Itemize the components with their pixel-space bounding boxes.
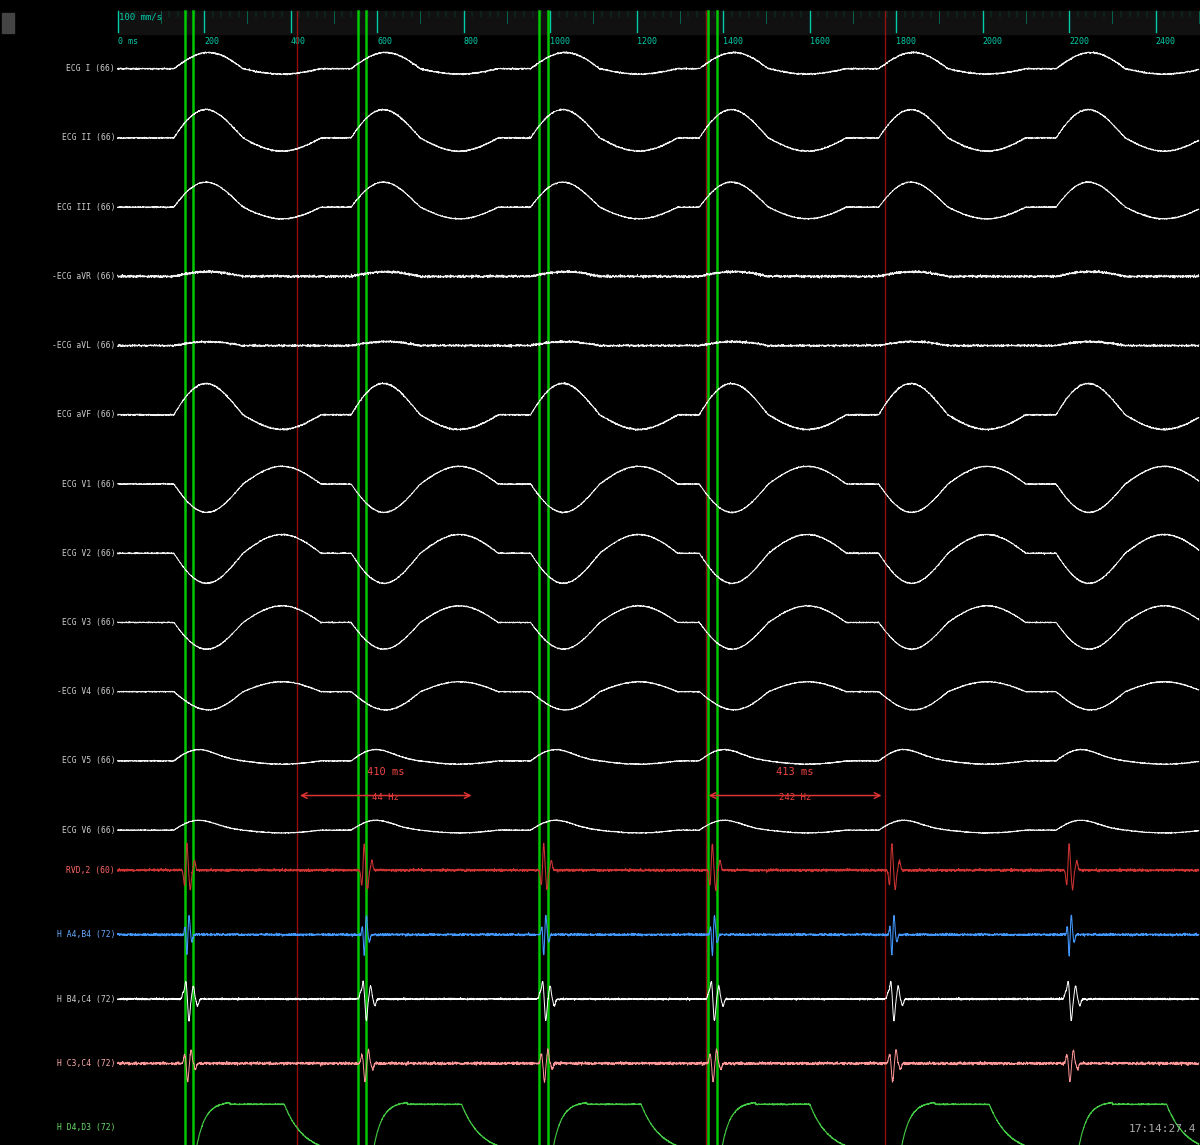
Text: 1000: 1000: [550, 37, 570, 46]
Text: RVD,2 (60): RVD,2 (60): [66, 866, 115, 875]
Text: ECG V6 (66): ECG V6 (66): [61, 826, 115, 835]
Text: 1200: 1200: [636, 37, 656, 46]
Text: 200: 200: [204, 37, 220, 46]
Text: 1600: 1600: [810, 37, 829, 46]
Text: 100 mm/s: 100 mm/s: [119, 13, 162, 22]
Bar: [2, 13, 14, 33]
Text: 1400: 1400: [724, 37, 743, 46]
Text: 600: 600: [377, 37, 392, 46]
Text: H D4,D3 (72): H D4,D3 (72): [56, 1123, 115, 1132]
Text: ECG II (66): ECG II (66): [61, 134, 115, 142]
Text: 413 ms: 413 ms: [776, 767, 814, 776]
Text: -ECG aVR (66): -ECG aVR (66): [52, 271, 115, 281]
Text: 2200: 2200: [1069, 37, 1090, 46]
Text: 0 ms: 0 ms: [118, 37, 138, 46]
Text: ECG I (66): ECG I (66): [66, 64, 115, 73]
Bar: [118, 11, 1199, 34]
Text: ECG V5 (66): ECG V5 (66): [61, 757, 115, 765]
Text: 17:14:27.4: 17:14:27.4: [1129, 1123, 1196, 1134]
Text: H C3,C4 (72): H C3,C4 (72): [56, 1059, 115, 1068]
Text: ECG V3 (66): ECG V3 (66): [61, 618, 115, 627]
Text: 2000: 2000: [983, 37, 1002, 46]
Text: 410 ms: 410 ms: [367, 767, 404, 776]
Text: -ECG V4 (66): -ECG V4 (66): [56, 687, 115, 696]
Text: -ECG aVL (66): -ECG aVL (66): [52, 341, 115, 350]
Text: 242 Hz: 242 Hz: [779, 792, 811, 801]
Text: H B4,C4 (72): H B4,C4 (72): [56, 995, 115, 1003]
Text: 400: 400: [290, 37, 306, 46]
Text: ECG aVF (66): ECG aVF (66): [56, 410, 115, 419]
Text: ECG V2 (66): ECG V2 (66): [61, 548, 115, 558]
Text: ECG III (66): ECG III (66): [56, 203, 115, 212]
Text: 2400: 2400: [1156, 37, 1176, 46]
Text: H A4,B4 (72): H A4,B4 (72): [56, 930, 115, 939]
Text: ECG V1 (66): ECG V1 (66): [61, 480, 115, 489]
Text: 44 Hz: 44 Hz: [372, 792, 400, 801]
Text: 800: 800: [463, 37, 479, 46]
Text: 1800: 1800: [896, 37, 916, 46]
